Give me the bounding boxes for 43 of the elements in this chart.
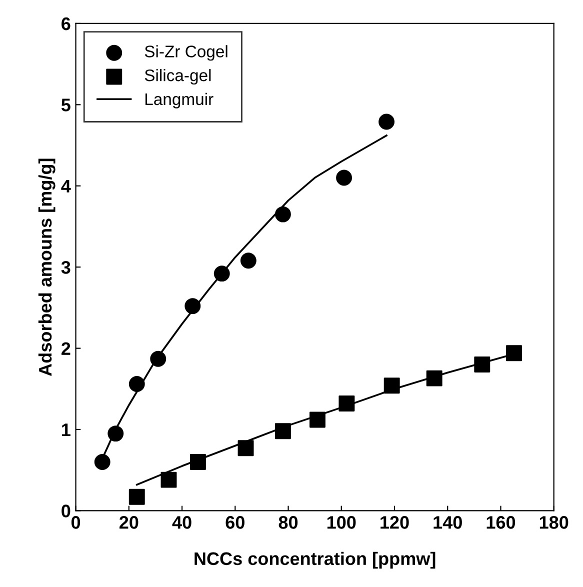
point [336,170,352,186]
y-tick-label: 5 [61,98,70,112]
point [94,454,110,470]
x-tick-label: 100 [327,516,356,529]
point [238,440,254,456]
point [338,396,355,412]
x-axis-title: NCCs concentration [ppmw] [194,552,436,569]
x-tick-label: 40 [172,516,192,529]
point [384,378,400,394]
y-tick-label: 4 [61,180,71,192]
y-tick-label: 2 [62,342,70,355]
point [310,412,326,428]
point [128,488,145,505]
point [214,266,230,282]
legend-label: Si-Zr Cogel [144,45,228,61]
x-tick-label: 80 [278,516,298,529]
point [190,454,206,470]
point [108,426,124,442]
legend-label: Langmuir [145,92,214,108]
point [184,298,201,314]
x-tick-label: 120 [380,516,409,529]
point [506,345,522,362]
legend-label: Silica-gel [144,69,211,85]
point [274,423,291,440]
y-tick-label: 3 [61,261,70,274]
point [150,350,166,367]
x-tick-label: 140 [434,516,462,529]
x-tick-label: 20 [119,516,138,529]
point [274,206,291,222]
point [128,376,145,392]
x-tick-label: 180 [540,516,568,529]
y-tick-label: 1 [62,424,70,436]
point [474,356,490,373]
y-tick-label: 6 [62,17,70,30]
y-tick-label: 0 [62,504,70,518]
x-tick-label: 60 [226,516,244,529]
x-tick-label: 160 [486,516,516,529]
y-axis-title: Adsorbed amouns [mg/g] [38,158,56,376]
point [426,370,442,386]
point [378,114,395,130]
x-tick-label: 0 [71,516,80,529]
point [160,472,177,488]
point [240,252,256,269]
